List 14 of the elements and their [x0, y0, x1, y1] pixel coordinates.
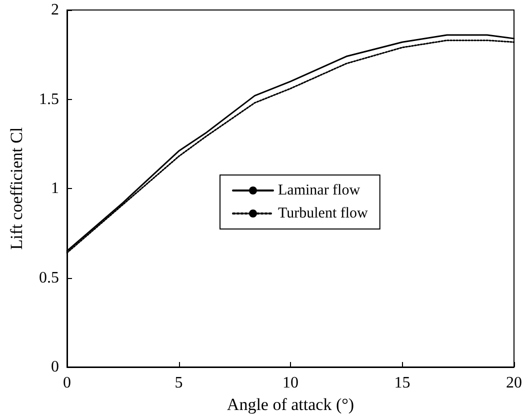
x-axis-title: Angle of attack (°): [226, 394, 354, 414]
legend-label: Turbulent flow: [278, 206, 368, 222]
y-tick-label: 2: [51, 2, 59, 18]
y-tick-label: 0: [51, 358, 59, 376]
x-tick-label: 20: [506, 374, 522, 392]
y-tick-label: 1.5: [39, 90, 59, 108]
y-tick-label: 0.5: [39, 269, 59, 286]
legend-label: Laminar flow: [278, 182, 360, 198]
y-axis-title: Lift coefficient Cl: [7, 127, 26, 250]
x-tick-label: 5: [174, 374, 183, 392]
x-tick-label: 0: [63, 374, 71, 392]
x-tick-label: 10: [282, 374, 298, 392]
y-tick-label: 1: [51, 180, 59, 197]
x-tick-label: 15: [394, 374, 410, 392]
